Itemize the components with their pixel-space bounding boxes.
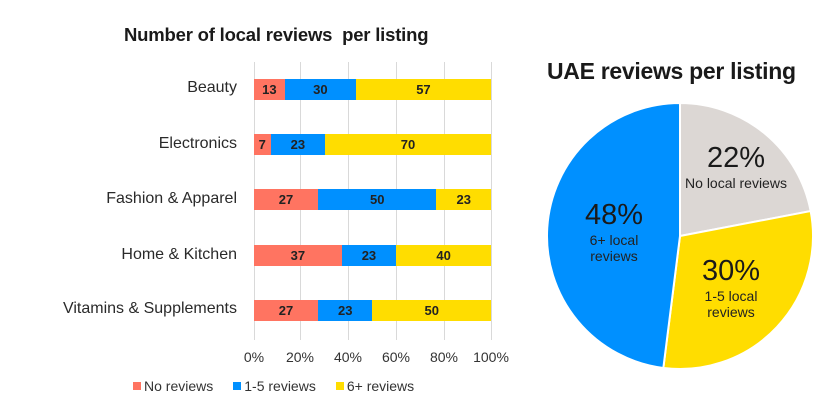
segment-no-reviews: 13 (254, 79, 285, 100)
x-tick: 40% (333, 349, 363, 365)
legend-label: 6+ reviews (346, 378, 415, 394)
pie-slice-no-reviews (679, 101, 812, 238)
category-label-vitamins: Vitamins & Supplements (62, 300, 237, 317)
bar-home: 37 23 40 (254, 245, 491, 266)
legend-swatch-icon (335, 382, 344, 390)
pie-chart (546, 101, 814, 370)
bar-chart-title: Number of local reviews per listing (124, 24, 429, 45)
legend-label: 1-5 reviews (244, 378, 316, 394)
segment-1-5-reviews: 23 (341, 245, 397, 266)
legend-label: No reviews (144, 378, 214, 394)
pie-pct: 22% (706, 142, 766, 174)
legend-item-1-5-reviews: 1-5 reviews (233, 378, 316, 394)
category-label-home: Home & Kitchen (121, 246, 237, 263)
pie-pct: 30% (701, 255, 761, 287)
gridline (491, 62, 492, 340)
bar-vitamins: 27 23 50 (254, 300, 491, 321)
segment-no-reviews: 7 (254, 134, 271, 155)
x-tick: 100% (473, 349, 509, 365)
bar-electronics: 7 23 70 (254, 134, 491, 155)
segment-no-reviews: 37 (254, 245, 342, 266)
x-tick: 0% (243, 349, 265, 365)
segment-1-5-reviews: 50 (317, 189, 437, 210)
pie-label-1-5-reviews: 30% 1-5 local reviews (702, 255, 760, 321)
x-tick: 80% (429, 349, 459, 365)
category-label-beauty: Beauty (187, 79, 237, 96)
segment-6plus-reviews: 23 (436, 189, 491, 210)
pie-sublabel: No local reviews (685, 175, 787, 192)
bar-beauty: 13 30 57 (254, 79, 491, 100)
segment-6plus-reviews: 57 (355, 79, 491, 100)
legend-item-6plus-reviews: 6+ reviews (335, 378, 415, 394)
legend-swatch-icon (233, 382, 242, 390)
segment-no-reviews: 27 (254, 300, 318, 321)
category-label-electronics: Electronics (158, 135, 237, 152)
pie-pct: 48% (584, 199, 644, 231)
segment-6plus-reviews: 50 (372, 300, 491, 321)
pie-sublabel: reviews (590, 248, 638, 265)
segment-1-5-reviews: 23 (317, 300, 373, 321)
pie-slice-1-5-reviews (662, 209, 814, 370)
segment-no-reviews: 27 (254, 189, 318, 210)
pie-sublabel: reviews (707, 304, 755, 321)
pie-label-6plus-reviews: 48% 6+ local reviews (585, 199, 643, 265)
segment-1-5-reviews: 30 (284, 79, 356, 100)
segment-6plus-reviews: 70 (325, 134, 491, 155)
x-tick: 20% (285, 349, 315, 365)
legend-swatch-icon (133, 382, 141, 390)
segment-1-5-reviews: 23 (270, 134, 326, 155)
pie-chart-title: UAE reviews per listing (547, 58, 796, 84)
x-tick: 60% (381, 349, 411, 365)
pie-slice-6plus-reviews (546, 101, 681, 370)
pie-sublabel: 1-5 local (704, 288, 758, 305)
bar-fashion: 27 50 23 (254, 189, 491, 210)
segment-6plus-reviews: 40 (396, 245, 491, 266)
pie-label-no-reviews: 22% No local reviews (685, 142, 787, 191)
category-label-fashion: Fashion & Apparel (106, 190, 237, 207)
pie-sublabel: 6+ local (589, 232, 639, 249)
bar-chart-legend: No reviews 1-5 reviews 6+ reviews (133, 378, 434, 394)
legend-item-no-reviews: No reviews (133, 378, 213, 394)
